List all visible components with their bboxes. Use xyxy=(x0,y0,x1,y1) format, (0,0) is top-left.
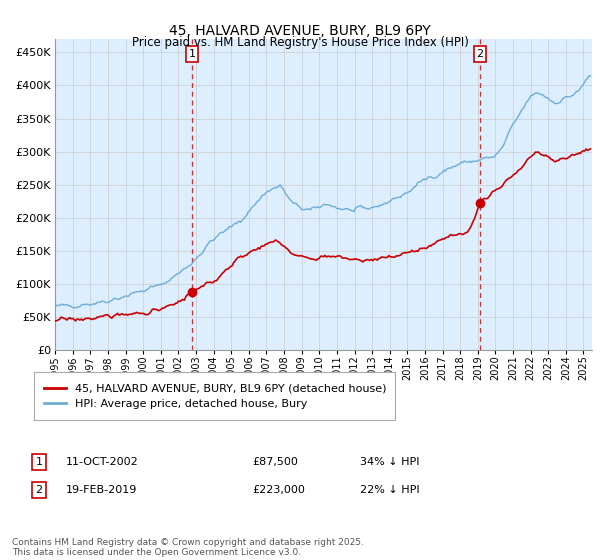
Text: £87,500: £87,500 xyxy=(252,457,298,467)
Text: £223,000: £223,000 xyxy=(252,485,305,495)
Text: 1: 1 xyxy=(35,457,43,467)
Text: 45, HALVARD AVENUE, BURY, BL9 6PY: 45, HALVARD AVENUE, BURY, BL9 6PY xyxy=(169,24,431,38)
Text: 22% ↓ HPI: 22% ↓ HPI xyxy=(360,485,419,495)
Text: 2: 2 xyxy=(476,49,484,59)
Text: Price paid vs. HM Land Registry's House Price Index (HPI): Price paid vs. HM Land Registry's House … xyxy=(131,36,469,49)
Text: 34% ↓ HPI: 34% ↓ HPI xyxy=(360,457,419,467)
Text: 2: 2 xyxy=(35,485,43,495)
Text: 1: 1 xyxy=(188,49,196,59)
Legend: 45, HALVARD AVENUE, BURY, BL9 6PY (detached house), HPI: Average price, detached: 45, HALVARD AVENUE, BURY, BL9 6PY (detac… xyxy=(39,379,391,413)
FancyBboxPatch shape xyxy=(34,372,395,420)
Text: 11-OCT-2002: 11-OCT-2002 xyxy=(66,457,139,467)
Text: 19-FEB-2019: 19-FEB-2019 xyxy=(66,485,137,495)
Text: Contains HM Land Registry data © Crown copyright and database right 2025.
This d: Contains HM Land Registry data © Crown c… xyxy=(12,538,364,557)
